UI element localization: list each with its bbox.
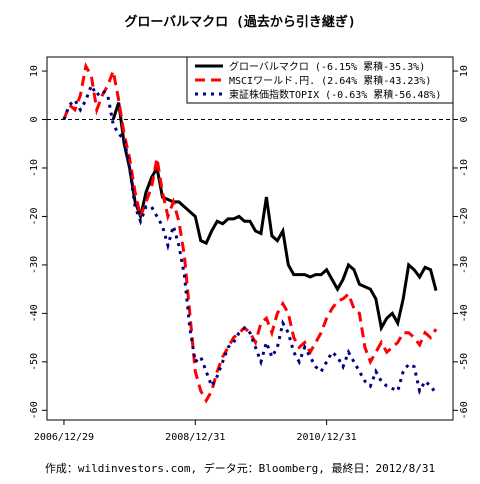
legend-label: 東証株価指数TOPIX (-0.63% 累積-56.48%) — [229, 88, 441, 101]
chart-title: グローバルマクロ (過去から引き継ぎ) — [124, 14, 355, 30]
y-tick-label: 0 — [29, 117, 40, 123]
series-line — [111, 102, 438, 333]
y-tick-label: -60 — [29, 401, 40, 419]
x-tick-label: 2006/12/29 — [34, 432, 94, 443]
y-tick-label-right: -10 — [459, 159, 470, 177]
legend-label: MSCIワールド.円. (2.64% 累積-43.23%) — [229, 74, 431, 87]
series-line — [62, 82, 438, 396]
y-tick-label-right: 0 — [459, 117, 470, 123]
x-tick-label: 2010/12/31 — [296, 432, 356, 443]
plot-frame — [46, 56, 454, 421]
y-tick-label: -10 — [29, 159, 40, 177]
x-tick-label: 2008/12/31 — [165, 432, 225, 443]
y-tick-label-right: -50 — [459, 353, 470, 371]
y-tick-label: 10 — [29, 65, 40, 77]
y-tick-label-right: -60 — [459, 401, 470, 419]
y-tick-label: -40 — [29, 304, 40, 322]
y-tick-label: -30 — [29, 256, 40, 274]
y-tick-label-right: -20 — [459, 207, 470, 225]
y-tick-label-right: 10 — [459, 65, 470, 77]
caption: 作成：wildinvestors.com, データ元：Bloomberg, 最終… — [45, 461, 435, 475]
legend-label: グローバルマクロ (-6.15% 累積-35.3%) — [229, 60, 425, 73]
y-tick-label-right: -30 — [459, 256, 470, 274]
y-tick-label-right: -40 — [459, 304, 470, 322]
y-tick-label: -50 — [29, 353, 40, 371]
legend-box — [186, 56, 454, 104]
y-tick-label: -20 — [29, 207, 40, 225]
